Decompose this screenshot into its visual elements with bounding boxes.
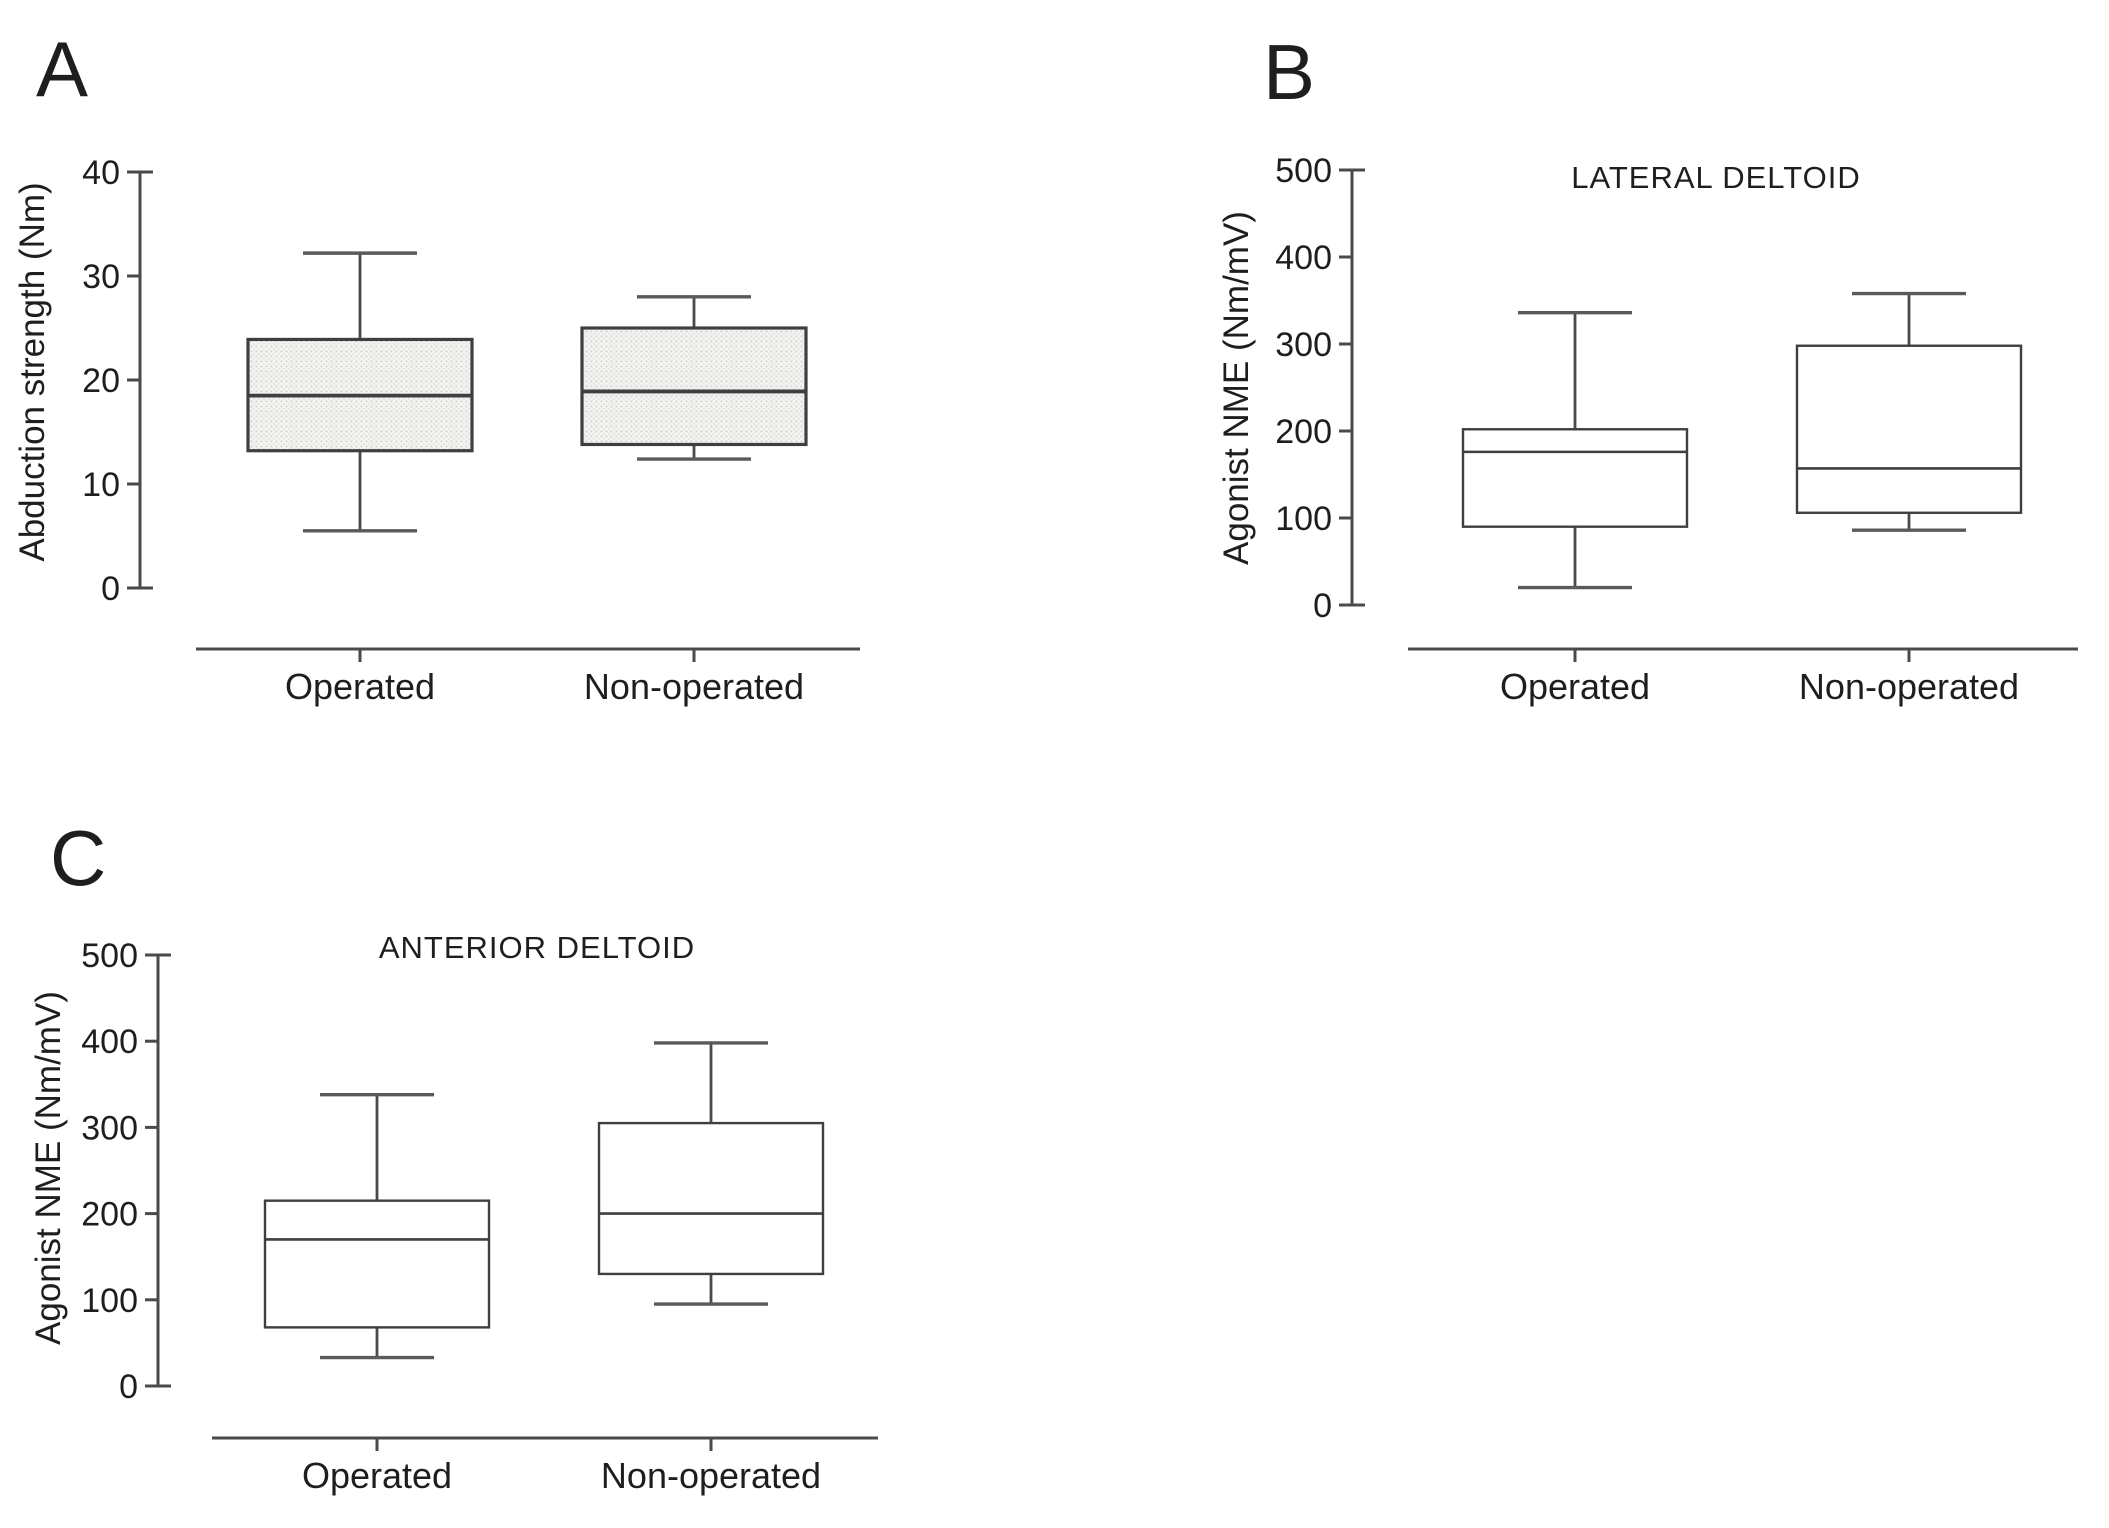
y-tick-label: 10 [82, 466, 120, 504]
panels-root: A Abduction strength (Nm) 0 10 20 30 40 Operate… [13, 25, 2078, 1496]
panel-letter-b: B [1263, 28, 1315, 116]
panel-c-non-operated-box-rect [597, 1121, 825, 1276]
panel-a: A Abduction strength (Nm) 0 10 20 30 40 Operate… [13, 25, 860, 707]
category-label-non-operated: Non-operated [601, 1455, 821, 1496]
y-axis-line [1350, 168, 1365, 607]
panel-c-operated-box-rect [263, 1199, 491, 1329]
y-axis-title-b: Agonist NME (Nm/mV) [1217, 211, 1256, 565]
panel-letter-c: C [50, 814, 106, 902]
y-tick-label: 0 [1313, 587, 1332, 625]
y-axis-title-a: Abduction strength (Nm) [13, 182, 52, 561]
category-label-operated: Operated [302, 1455, 452, 1496]
y-tick-label: 30 [82, 258, 120, 296]
panel-c: C ANTERIOR DELTOID Agonist NME (Nm/mV) 0 100… [29, 814, 878, 1496]
y-tick-label: 40 [82, 154, 120, 192]
panel-a-non-operated-box-rect [580, 326, 808, 447]
panel-title-b: LATERAL DELTOID [1571, 160, 1861, 195]
y-tick-label: 200 [1275, 413, 1332, 451]
y-tick-label: 100 [81, 1282, 138, 1320]
y-axis-line [156, 953, 171, 1388]
y-tick-label: 300 [1275, 326, 1332, 364]
panel-b: B LATERAL DELTOID Agonist NME (Nm/mV) 0 100 2… [1217, 28, 2078, 707]
panel-title-c: ANTERIOR DELTOID [379, 930, 695, 965]
y-tick-label: 300 [81, 1109, 138, 1147]
y-tick-label: 400 [1275, 239, 1332, 277]
y-tick-label: 20 [82, 362, 120, 400]
category-label-non-operated: Non-operated [1799, 666, 2019, 707]
y-tick-label: 0 [119, 1368, 138, 1406]
y-tick-label: 200 [81, 1196, 138, 1234]
category-label-operated: Operated [285, 666, 435, 707]
y-tick-label: 100 [1275, 500, 1332, 538]
panel-b-operated-box-rect [1461, 428, 1689, 528]
category-label-operated: Operated [1500, 666, 1650, 707]
category-label-non-operated: Non-operated [584, 666, 804, 707]
y-axis-line [138, 170, 153, 590]
y-tick-label: 500 [1275, 152, 1332, 190]
panel-letter-a: A [36, 25, 88, 113]
y-tick-label: 400 [81, 1023, 138, 1061]
panel-b-non-operated-box-rect [1795, 344, 2023, 514]
y-axis-title-c: Agonist NME (Nm/mV) [29, 991, 68, 1345]
y-tick-label: 500 [81, 937, 138, 975]
y-tick-label: 0 [101, 570, 120, 608]
